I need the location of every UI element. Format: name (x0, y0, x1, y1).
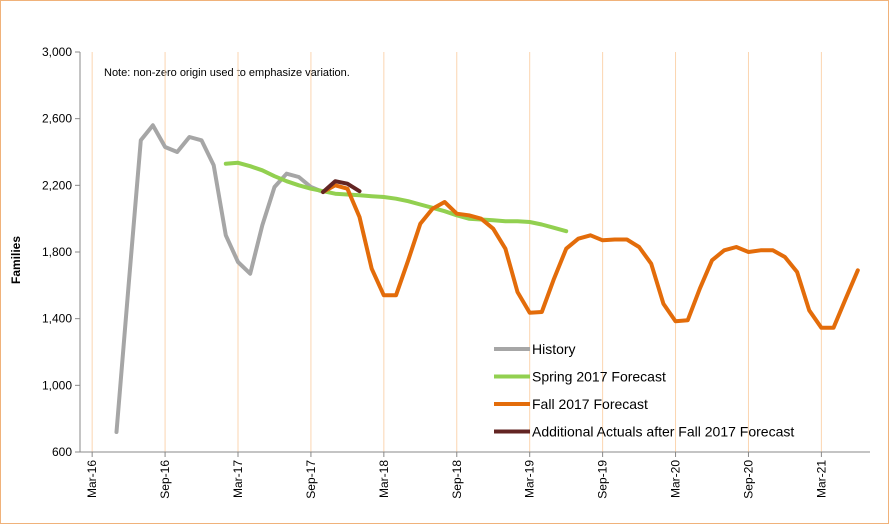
y-tick-label: 1,400 (42, 312, 72, 326)
x-tick-label: Sep-20 (741, 460, 755, 499)
legend-label: Fall 2017 Forecast (532, 396, 648, 412)
x-tick-label: Mar-17 (231, 460, 245, 498)
x-tick-label: Mar-20 (669, 460, 683, 498)
series-line (114, 123, 326, 434)
y-tick-label: 1,800 (42, 245, 72, 259)
y-tick-label: 2,600 (42, 112, 72, 126)
y-tick-label: 3,000 (42, 45, 72, 59)
legend-label: History (532, 341, 576, 357)
series-line (223, 160, 569, 234)
series-line (321, 179, 362, 194)
annotation: Note: non-zero origin used to emphasize … (104, 67, 350, 79)
x-tick-label: Sep-18 (450, 460, 464, 499)
x-tick-label: Sep-17 (304, 460, 318, 499)
y-tick-label: 1,000 (42, 378, 72, 392)
x-tick-label: Mar-21 (814, 460, 828, 498)
legend-label: Additional Actuals after Fall 2017 Forec… (532, 424, 794, 440)
x-tick-label: Mar-19 (523, 460, 537, 498)
y-tick-label: 600 (52, 445, 72, 459)
series-line (321, 183, 860, 330)
y-tick-label: 2,200 (42, 178, 72, 192)
x-tick-label: Mar-16 (85, 460, 99, 498)
x-tick-label: Sep-19 (596, 460, 610, 499)
y-axis-label: Families (9, 236, 23, 284)
x-tick-label: Sep-16 (158, 460, 172, 499)
legend-label: Spring 2017 Forecast (532, 369, 666, 385)
x-tick-label: Mar-18 (377, 460, 391, 498)
